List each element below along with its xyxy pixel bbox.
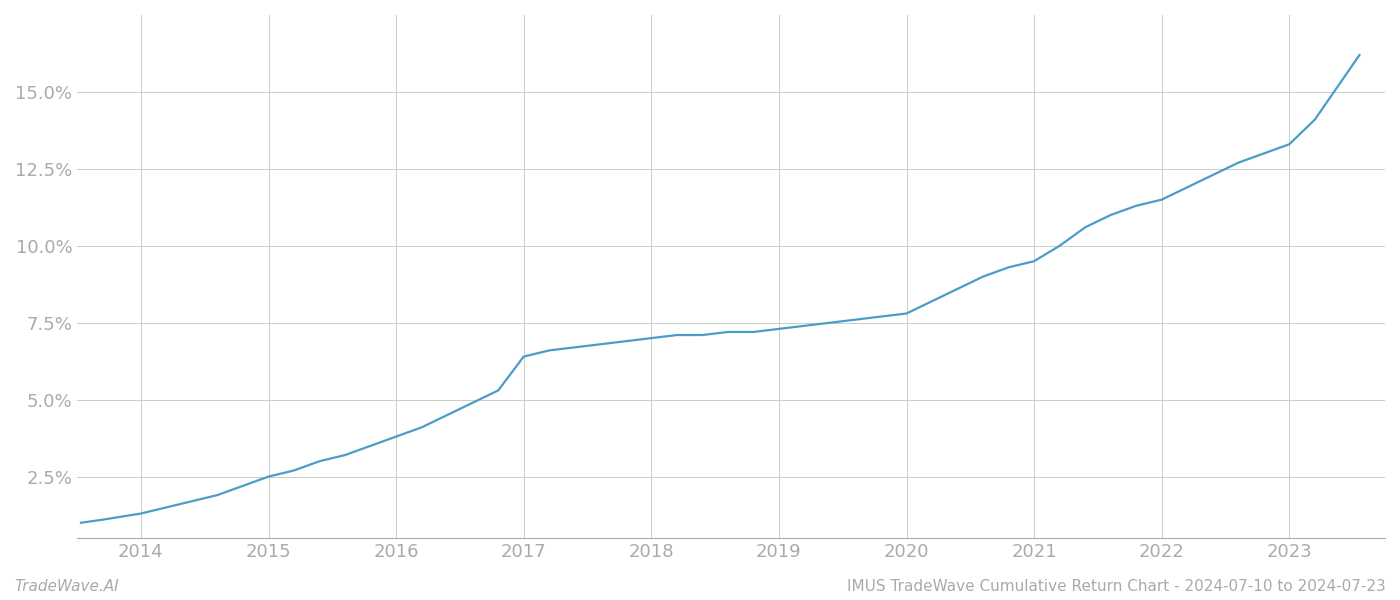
Text: TradeWave.AI: TradeWave.AI bbox=[14, 579, 119, 594]
Text: IMUS TradeWave Cumulative Return Chart - 2024-07-10 to 2024-07-23: IMUS TradeWave Cumulative Return Chart -… bbox=[847, 579, 1386, 594]
